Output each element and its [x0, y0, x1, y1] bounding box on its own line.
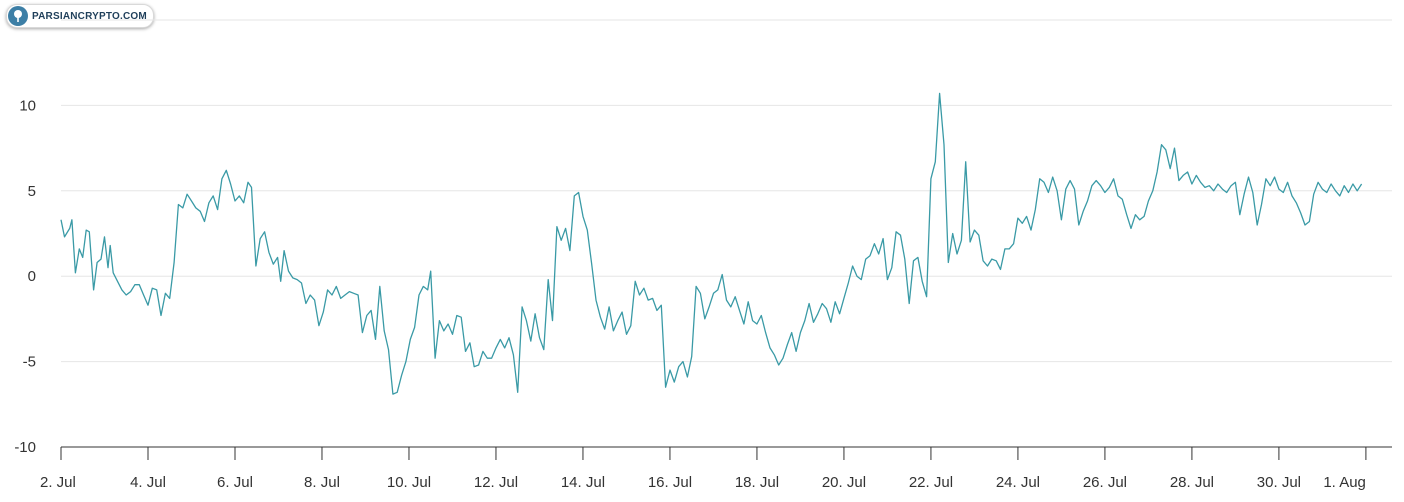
x-tick-label: 26. Jul — [1083, 474, 1127, 491]
x-tick-label: 8. Jul — [304, 474, 340, 491]
x-tick-label: 20. Jul — [822, 474, 866, 491]
x-tick-label: 2. Jul — [40, 474, 76, 491]
x-tick-label: 12. Jul — [474, 474, 518, 491]
y-tick-label: -5 — [23, 354, 36, 371]
tree-icon — [8, 6, 28, 26]
y-tick-label: 10 — [19, 97, 36, 114]
x-axis-ticks: 2. Jul 4. Jul 6. Jul 8. Jul 10. Jul 12. Jul 14… — [40, 447, 1367, 491]
series-line — [60, 92, 1363, 395]
x-tick-label: 14. Jul — [561, 474, 605, 491]
grid-lines — [61, 19, 1392, 363]
x-tick-label: 10. Jul — [387, 474, 431, 491]
x-tick-label: 22. Jul — [909, 474, 953, 491]
x-tick-label: 28. Jul — [1170, 474, 1214, 491]
logo-text: PARSIANCRYPTO.COM — [32, 10, 147, 22]
x-tick-label: 30. Jul — [1257, 474, 1301, 491]
x-tick-label: 6. Jul — [217, 474, 253, 491]
x-tick-label: 16. Jul — [648, 474, 692, 491]
x-tick-label: 18. Jul — [735, 474, 779, 491]
x-tick-label: 4. Jul — [130, 474, 166, 491]
y-tick-label: 5 — [28, 183, 36, 200]
logo-badge: PARSIANCRYPTO.COM — [6, 4, 154, 28]
y-tick-label: 0 — [28, 268, 36, 285]
x-tick-label: 1. Aug — [1323, 474, 1366, 491]
y-axis-tick-labels: -10 -5 0 5 10 — [14, 97, 36, 456]
x-tick-label: 24. Jul — [996, 474, 1040, 491]
y-tick-label: -10 — [14, 439, 36, 456]
